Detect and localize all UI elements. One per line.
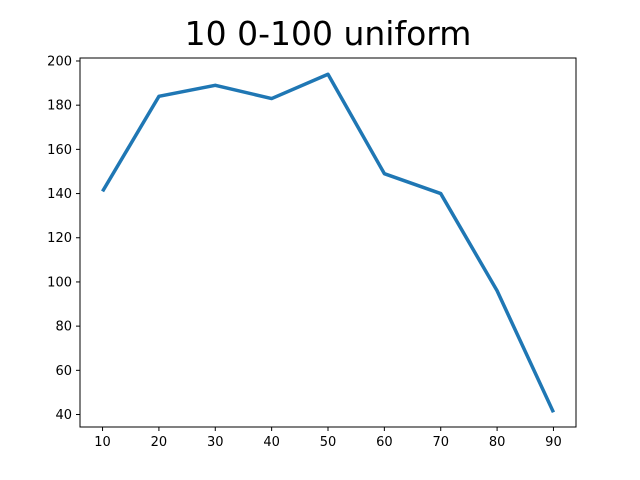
y-tick-label: 140	[47, 187, 72, 202]
x-tick-label: 20	[151, 435, 168, 450]
x-tick-label: 40	[263, 435, 280, 450]
x-axis: 10 20 30 40 50 60 70 80 90	[94, 427, 562, 450]
plot-area-frame	[79, 57, 577, 428]
x-tick-label: 50	[320, 435, 337, 450]
y-tick-label: 60	[55, 364, 72, 379]
y-axis: 40 60 80 100 120 140 160 180 200	[47, 54, 80, 423]
x-tick-label: 90	[545, 435, 562, 450]
y-tick-label: 200	[47, 54, 72, 69]
x-tick-label: 30	[207, 435, 224, 450]
y-tick-label: 180	[47, 99, 72, 114]
y-tick-label: 160	[47, 143, 72, 158]
x-tick-label: 60	[376, 435, 393, 450]
x-tick-label: 70	[432, 435, 449, 450]
y-tick-label: 40	[55, 408, 72, 423]
y-tick-label: 120	[47, 231, 72, 246]
x-tick-label: 80	[489, 435, 506, 450]
chart-title: 10 0-100 uniform	[184, 14, 472, 53]
x-tick-label: 10	[94, 435, 111, 450]
y-tick-label: 100	[47, 275, 72, 290]
y-tick-label: 80	[55, 320, 72, 335]
series-line	[101, 72, 556, 414]
